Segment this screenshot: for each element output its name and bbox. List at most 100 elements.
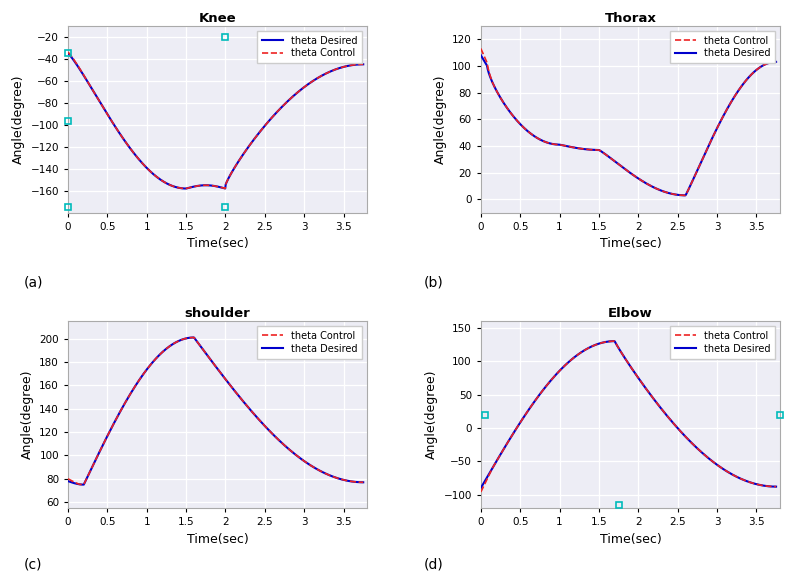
Text: (c): (c): [24, 557, 42, 571]
X-axis label: Time(sec): Time(sec): [186, 533, 249, 545]
theta Desired: [681, 192, 690, 199]
theta Control: [181, 185, 190, 192]
Text: (a): (a): [24, 276, 43, 290]
theta Desired: [699, 451, 709, 457]
theta Control: [610, 338, 619, 344]
X-axis label: Time(sec): Time(sec): [599, 237, 662, 250]
theta Desired: [286, 95, 295, 102]
Line: theta Control: theta Control: [68, 52, 363, 188]
Y-axis label: Angle(degree): Angle(degree): [425, 370, 438, 459]
theta Desired: [139, 369, 149, 376]
theta Control: [238, 152, 247, 159]
theta Control: [198, 182, 207, 189]
theta Control: [699, 153, 709, 160]
theta Control: [699, 451, 709, 457]
theta Control: [610, 158, 619, 165]
theta Desired: [552, 370, 562, 377]
theta Control: [78, 481, 88, 488]
theta Desired: [358, 61, 368, 68]
Y-axis label: Angle(degree): Angle(degree): [21, 370, 34, 459]
theta Desired: [261, 121, 270, 128]
theta Desired: [189, 334, 198, 341]
theta Control: [650, 398, 660, 405]
Title: Elbow: Elbow: [608, 307, 653, 320]
Line: theta Desired: theta Desired: [481, 55, 776, 195]
Legend: theta Control, theta Desired: theta Control, theta Desired: [257, 326, 362, 359]
theta Desired: [528, 132, 538, 139]
Text: (d): (d): [424, 557, 444, 571]
theta Control: [610, 338, 620, 345]
theta Desired: [286, 448, 296, 455]
theta Desired: [181, 185, 190, 192]
theta Desired: [116, 407, 126, 414]
theta Desired: [771, 59, 781, 65]
Line: theta Desired: theta Desired: [68, 338, 363, 484]
theta Control: [476, 45, 486, 52]
theta Desired: [115, 131, 125, 138]
theta Control: [115, 131, 125, 138]
theta Desired: [650, 398, 660, 405]
theta Desired: [358, 479, 368, 486]
Title: shoulder: shoulder: [185, 307, 250, 320]
theta Control: [528, 400, 538, 407]
theta Desired: [528, 400, 538, 407]
theta Control: [358, 61, 368, 68]
theta Control: [63, 475, 73, 482]
theta Control: [552, 141, 562, 148]
theta Control: [189, 334, 198, 341]
theta Desired: [238, 152, 247, 159]
Line: theta Control: theta Control: [68, 338, 363, 484]
theta Desired: [238, 398, 248, 405]
Line: theta Desired: theta Desired: [68, 53, 363, 188]
theta Control: [681, 192, 690, 199]
Line: theta Control: theta Control: [481, 341, 776, 492]
theta Desired: [610, 338, 620, 345]
theta Desired: [63, 50, 73, 57]
Line: theta Control: theta Control: [481, 49, 776, 195]
theta Desired: [476, 52, 486, 59]
theta Desired: [673, 192, 682, 199]
theta Desired: [63, 478, 73, 484]
theta Desired: [610, 158, 619, 165]
theta Desired: [610, 338, 619, 344]
theta Control: [261, 121, 270, 128]
Y-axis label: Angle(degree): Angle(degree): [12, 75, 25, 164]
theta Desired: [198, 346, 207, 352]
theta Control: [198, 346, 207, 352]
theta Control: [63, 49, 73, 56]
theta Desired: [674, 425, 683, 432]
theta Desired: [78, 481, 88, 488]
theta Control: [238, 398, 248, 405]
X-axis label: Time(sec): Time(sec): [186, 237, 249, 250]
theta Control: [771, 59, 781, 65]
theta Control: [286, 448, 296, 455]
theta Desired: [262, 424, 271, 431]
theta Control: [476, 488, 486, 495]
theta Control: [139, 369, 149, 376]
theta Control: [528, 132, 538, 139]
theta Desired: [771, 483, 781, 490]
theta Control: [771, 483, 781, 490]
theta Control: [286, 95, 295, 102]
theta Control: [139, 161, 149, 168]
theta Desired: [139, 161, 149, 168]
theta Desired: [198, 182, 207, 189]
Title: Knee: Knee: [198, 11, 236, 25]
theta Desired: [699, 153, 709, 160]
theta Desired: [552, 141, 562, 148]
Legend: theta Desired, theta Control: theta Desired, theta Control: [257, 30, 362, 63]
X-axis label: Time(sec): Time(sec): [599, 533, 662, 545]
Line: theta Desired: theta Desired: [481, 341, 776, 488]
Legend: theta Control, theta Desired: theta Control, theta Desired: [670, 30, 775, 63]
theta Control: [262, 424, 271, 431]
Legend: theta Control, theta Desired: theta Control, theta Desired: [670, 326, 775, 359]
Y-axis label: Angle(degree): Angle(degree): [434, 75, 446, 164]
Text: (b): (b): [424, 276, 444, 290]
theta Desired: [650, 184, 660, 191]
theta Control: [674, 425, 683, 432]
Title: Thorax: Thorax: [605, 11, 656, 25]
theta Control: [650, 184, 660, 191]
theta Desired: [476, 484, 486, 491]
theta Control: [116, 407, 126, 414]
theta Control: [358, 479, 368, 486]
